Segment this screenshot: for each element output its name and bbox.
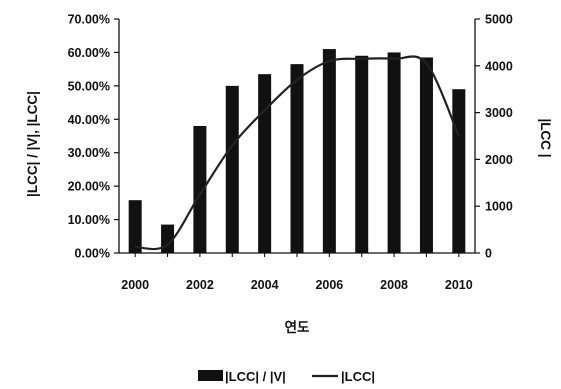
x-tick-label: 2006 <box>315 278 343 292</box>
left-tick-label: 50.00% <box>68 79 110 93</box>
x-tick-label: 2002 <box>186 278 214 292</box>
legend-bar-label: |LCC| / |V| <box>225 369 286 384</box>
y-axis-right-title: |LCC | <box>538 118 553 157</box>
bar <box>322 49 336 254</box>
bar <box>290 64 304 253</box>
right-tick-label: 1000 <box>485 200 513 214</box>
left-tick-label: 70.00% <box>68 13 110 27</box>
right-tick-label: 2000 <box>485 153 513 167</box>
plot-area <box>128 49 466 254</box>
bar <box>355 55 369 254</box>
legend: |LCC| / |V| |LCC| <box>198 369 375 384</box>
left-tick-label: 60.00% <box>68 46 110 60</box>
left-tick-label: 30.00% <box>68 146 110 160</box>
bar <box>258 74 272 254</box>
bar <box>452 89 466 253</box>
y-axis-left-title: |LCC| / |V|, |LCC| <box>25 91 40 197</box>
right-tick-label: 4000 <box>485 59 513 73</box>
line-series <box>135 55 460 251</box>
left-tick-label: 20.00% <box>68 180 110 194</box>
legend-line-label: |LCC| <box>341 369 375 384</box>
left-tick-label: 40.00% <box>68 113 110 127</box>
x-tick-label: 2010 <box>445 278 473 292</box>
legend-bar-swatch <box>198 370 223 381</box>
bar <box>193 125 207 253</box>
x-tick-label: 2004 <box>251 278 279 292</box>
bar <box>225 85 239 253</box>
right-tick-label: 3000 <box>485 106 513 120</box>
right-tick-label: 5000 <box>485 13 513 27</box>
bar <box>419 57 433 253</box>
left-tick-label: 0.00% <box>75 247 110 261</box>
bar <box>128 200 142 253</box>
x-axis-title: 연도 <box>285 320 310 335</box>
left-axis-ticks: 0.00% 10.00% 20.00% 30.00% 40.00% 50.00% 60.00… <box>68 13 119 261</box>
left-tick-label: 10.00% <box>68 213 110 227</box>
bar-series <box>128 49 466 254</box>
x-tick-label: 2000 <box>121 278 149 292</box>
x-tick-label: 2008 <box>380 278 408 292</box>
right-tick-label: 0 <box>485 247 492 261</box>
right-axis-ticks: 0 1000 2000 3000 4000 5000 <box>475 13 513 261</box>
bar <box>387 52 401 253</box>
x-axis-ticks: 2000 2002 2004 2006 2008 2010 <box>121 253 473 292</box>
